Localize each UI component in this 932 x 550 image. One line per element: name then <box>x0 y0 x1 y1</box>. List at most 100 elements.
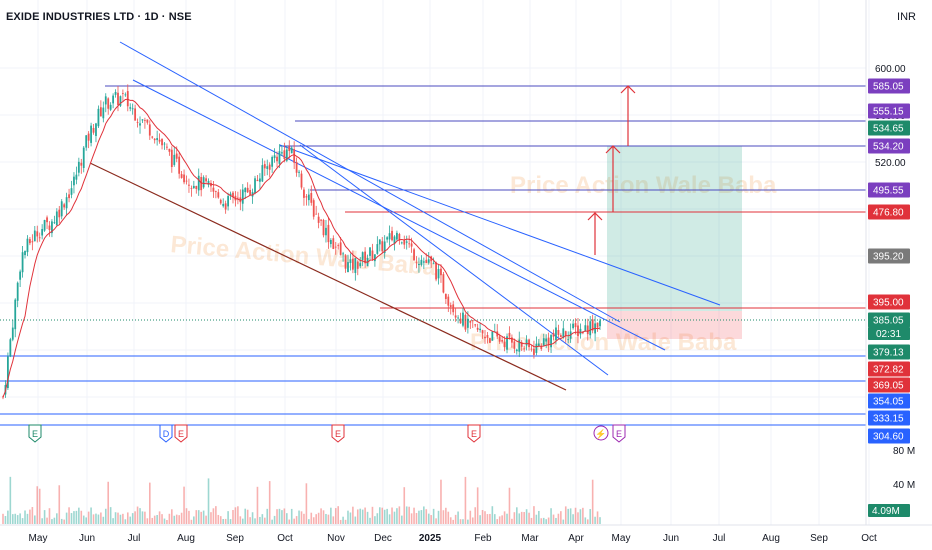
candle-body <box>124 94 127 96</box>
candle-body <box>212 187 215 192</box>
candle-body <box>114 91 117 95</box>
candle-body <box>469 320 472 323</box>
candle-body <box>285 149 288 161</box>
candle-body <box>547 337 550 345</box>
volume-bar <box>440 479 442 524</box>
volume-bar <box>545 519 547 524</box>
candle-body <box>437 269 440 279</box>
candle-body <box>474 324 477 326</box>
candle-body <box>542 338 545 346</box>
candle-body <box>376 244 379 254</box>
volume-bar <box>161 514 163 524</box>
candle-body <box>259 178 261 182</box>
volume-bar <box>70 513 73 524</box>
stop-zone[interactable] <box>607 311 742 339</box>
trendline-3[interactable] <box>279 144 721 306</box>
price-tag-label: 534.65 <box>873 124 904 135</box>
volume-bar <box>31 507 34 524</box>
price-tag: 385.05 <box>868 312 910 328</box>
event-marker[interactable]: E <box>174 424 188 443</box>
candle-body <box>388 233 391 240</box>
volume-bar <box>9 476 12 524</box>
candle-body <box>344 255 347 269</box>
volume-bar <box>146 518 149 524</box>
trendline-2[interactable] <box>132 79 666 351</box>
candle-body <box>97 108 100 127</box>
volume-bar <box>525 509 528 524</box>
candle-body <box>68 194 70 199</box>
volume-bar <box>496 519 499 524</box>
arrow-1-head <box>587 212 603 221</box>
volume-bar <box>95 513 97 524</box>
time-tick-label: Jul <box>713 533 726 544</box>
volume-bar <box>58 485 61 524</box>
candle-body <box>351 258 354 270</box>
trendline-1[interactable] <box>119 41 621 323</box>
event-marker[interactable]: ⚡ <box>593 425 609 441</box>
candle-body <box>271 156 274 167</box>
candle-body <box>342 253 344 255</box>
volume-bar <box>100 512 102 524</box>
volume-bar <box>75 510 78 524</box>
volume-bar <box>383 509 386 524</box>
currency-label[interactable]: INR <box>897 11 916 23</box>
volume-bar <box>327 514 330 524</box>
horizontal-levels[interactable] <box>0 85 866 426</box>
volume-bar <box>476 487 479 524</box>
price-tag: 495.55 <box>868 182 910 198</box>
candle-body <box>178 156 181 174</box>
candle-body <box>58 209 61 218</box>
volume-bar <box>449 517 452 524</box>
volume-bar <box>347 510 349 524</box>
symbol-title[interactable]: EXIDE INDUSTRIES LTD · 1D · NSE <box>6 11 192 23</box>
event-marker-label: E <box>616 429 622 439</box>
volume-bar <box>493 514 496 524</box>
candle-body <box>158 139 161 142</box>
target-zone[interactable] <box>607 146 742 311</box>
event-marker[interactable]: E <box>331 424 345 443</box>
volume-bar <box>322 510 325 524</box>
event-marker[interactable]: D <box>159 424 173 443</box>
candle-body <box>244 188 247 193</box>
volume-bar <box>26 513 29 524</box>
candle-body <box>36 231 39 237</box>
candle-body <box>317 216 320 223</box>
candle-body <box>60 201 63 217</box>
volume-bar <box>325 513 327 524</box>
volume-bar <box>63 519 65 524</box>
price-tags: 585.05 555.15 534.65 534.20 495.55 476.80 395.… <box>868 78 910 444</box>
event-marker[interactable]: E <box>612 424 626 443</box>
trendlines[interactable] <box>89 41 721 391</box>
candle-body <box>462 312 464 326</box>
volume-bar <box>205 515 207 524</box>
candle-body <box>557 330 560 335</box>
event-marker[interactable]: E <box>28 424 42 443</box>
event-marker[interactable]: E <box>467 424 481 443</box>
candle-body <box>432 263 435 265</box>
candle-body <box>214 190 217 192</box>
event-markers[interactable]: E D E E E ⚡ E <box>28 424 626 443</box>
candle-body <box>589 321 592 336</box>
candle-body <box>400 242 403 244</box>
volume-bar <box>469 510 472 524</box>
time-tick-label: Oct <box>861 533 877 544</box>
volume-bar <box>550 508 552 524</box>
candle-body <box>73 176 75 186</box>
volume-bar <box>540 518 543 524</box>
price-tag-label: 354.05 <box>873 397 904 408</box>
candle-body <box>80 162 83 166</box>
price-tag-label: 385.05 <box>873 316 904 327</box>
volume-bar <box>129 516 132 524</box>
volume-bar <box>210 512 212 524</box>
candle-body <box>156 138 159 141</box>
time-axis[interactable]: May Jun Jul Aug Sep Oct Nov Dec 2025 Feb Mar Apr May… <box>29 533 877 544</box>
candle-body <box>131 108 134 110</box>
candle-body <box>577 325 579 337</box>
volume-bar <box>298 510 300 524</box>
volume-bar <box>401 515 403 524</box>
projection-arrows[interactable] <box>587 85 636 255</box>
candle-body <box>75 174 78 180</box>
candle-body <box>383 241 386 254</box>
support-trendline[interactable] <box>89 162 567 391</box>
